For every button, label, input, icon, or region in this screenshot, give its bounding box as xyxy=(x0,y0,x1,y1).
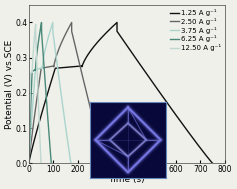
Y-axis label: Potential (V) vs.SCE: Potential (V) vs.SCE xyxy=(5,40,14,129)
Legend: 1.25 A g⁻¹, 2.50 A g⁻¹, 3.75 A g⁻¹, 6.25 A g⁻¹, 12.50 A g⁻¹: 1.25 A g⁻¹, 2.50 A g⁻¹, 3.75 A g⁻¹, 6.25… xyxy=(169,8,221,52)
X-axis label: Time (s): Time (s) xyxy=(109,175,145,184)
